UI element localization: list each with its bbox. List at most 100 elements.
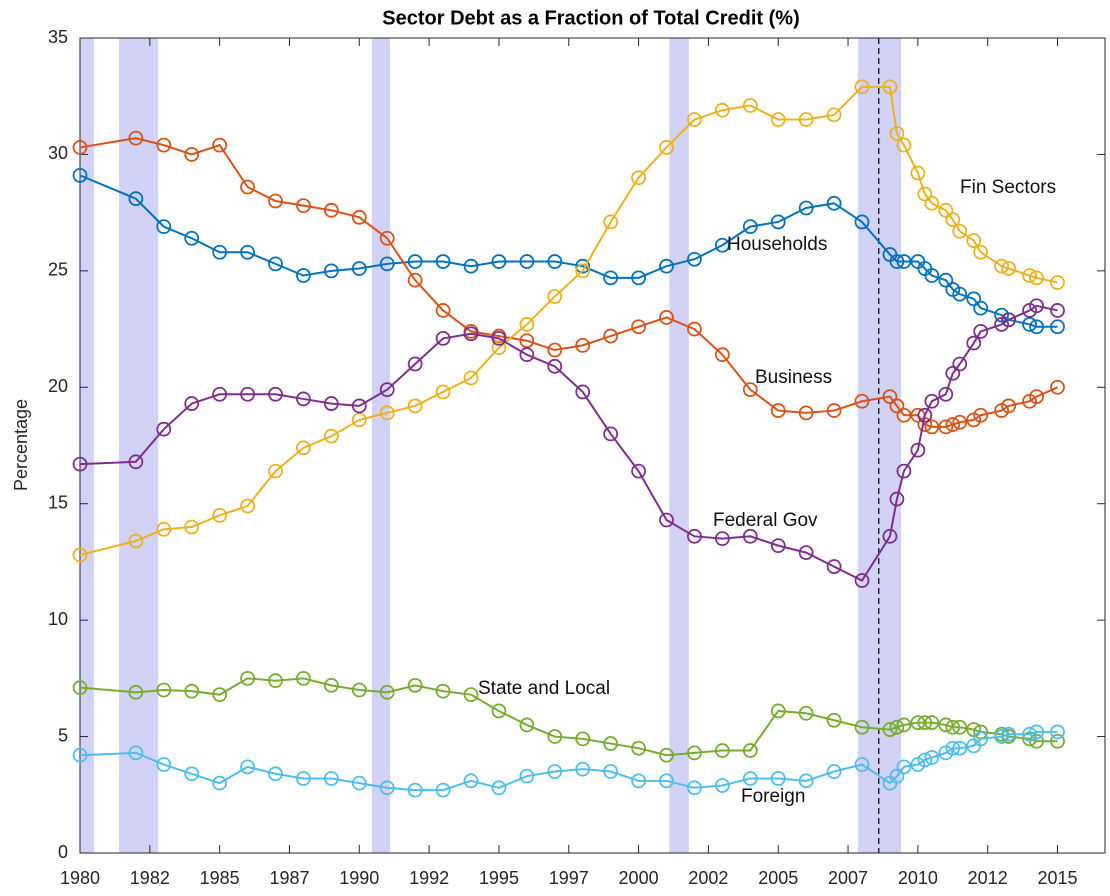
shaded-range (371, 38, 391, 853)
series-label: Fin Sectors (960, 177, 1056, 198)
marker (798, 405, 814, 421)
marker (952, 356, 968, 372)
marker (72, 167, 88, 183)
marker (938, 386, 954, 402)
marker (882, 79, 898, 95)
marker (351, 209, 367, 225)
marker (128, 745, 144, 761)
marker (379, 382, 395, 398)
marker (547, 764, 563, 779)
marker (854, 573, 870, 588)
shaded-range (119, 38, 159, 853)
chart-title: Sector Debt as a Fraction of Total Credi… (382, 7, 799, 29)
marker (1029, 270, 1044, 286)
marker (770, 538, 786, 554)
marker (351, 412, 367, 428)
marker (323, 202, 339, 218)
marker (519, 717, 535, 733)
marker (1050, 733, 1065, 749)
marker (296, 440, 311, 456)
marker (714, 102, 730, 118)
marker (1050, 319, 1065, 335)
marker (826, 403, 842, 418)
marker (379, 256, 395, 272)
marker (687, 251, 702, 267)
marker (973, 244, 989, 260)
marker (184, 230, 200, 246)
marker (631, 463, 646, 479)
marker (575, 263, 591, 279)
marker (924, 750, 940, 765)
marker (631, 270, 646, 286)
marker (323, 677, 339, 693)
marker (938, 272, 954, 288)
marker (889, 719, 905, 735)
marker (742, 219, 758, 235)
marker (240, 498, 255, 514)
marker (407, 356, 423, 372)
marker (1050, 724, 1065, 740)
x-tick-label: 1982 (130, 868, 170, 888)
marker (1050, 379, 1065, 395)
marker (268, 193, 283, 209)
marker (491, 780, 507, 796)
marker (519, 317, 535, 332)
marker (268, 386, 283, 402)
x-tick-label: 2010 (898, 868, 938, 888)
marker (212, 244, 228, 260)
marker (714, 347, 730, 363)
marker (72, 747, 88, 763)
marker (296, 198, 311, 214)
x-tick-label: 1985 (200, 868, 240, 888)
marker (184, 147, 200, 162)
marker (882, 722, 898, 737)
marker (547, 342, 563, 358)
marker (240, 244, 255, 260)
marker (519, 333, 535, 349)
plot-frame (79, 37, 1106, 854)
marker (296, 391, 311, 407)
marker (240, 386, 255, 402)
marker (742, 771, 758, 786)
marker (631, 319, 646, 335)
marker (924, 393, 940, 409)
marker (1022, 268, 1037, 283)
marker (945, 365, 961, 381)
marker (687, 745, 702, 761)
marker (1029, 298, 1044, 314)
x-tick-label: 1980 (60, 868, 100, 888)
marker (659, 773, 674, 789)
marker (917, 752, 933, 768)
marker (212, 687, 228, 703)
series-label: Households (727, 234, 827, 255)
y-tick-label: 10 (48, 609, 68, 629)
marker (72, 456, 88, 472)
marker (519, 768, 535, 784)
marker (547, 289, 563, 304)
marker (407, 677, 423, 693)
marker (889, 491, 905, 507)
marker (491, 340, 507, 356)
marker (296, 771, 311, 786)
marker (910, 715, 926, 730)
marker (798, 773, 814, 789)
marker (659, 310, 674, 325)
marker (128, 454, 144, 470)
marker (798, 545, 814, 561)
marker (826, 764, 842, 779)
marker (714, 531, 730, 547)
y-tick-label: 25 (48, 260, 68, 280)
marker (72, 680, 88, 696)
marker (184, 396, 200, 411)
marker (407, 782, 423, 798)
series-label: Foreign (741, 786, 805, 807)
x-tick-label: 1995 (479, 868, 519, 888)
marker (575, 258, 591, 274)
marker (463, 687, 479, 703)
marker (268, 256, 283, 272)
x-tick-label: 1997 (549, 868, 589, 888)
marker (323, 263, 339, 279)
series-label: Federal Gov (713, 510, 818, 531)
marker (917, 186, 933, 202)
